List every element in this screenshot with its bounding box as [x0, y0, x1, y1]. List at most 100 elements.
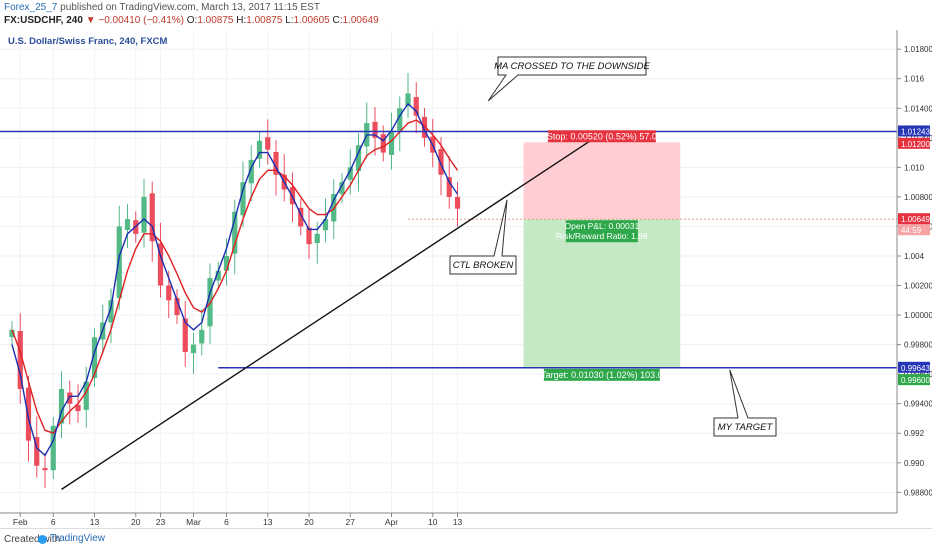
y-tick-label: 1.00200: [904, 282, 932, 291]
annotation-ma-cross[interactable]: MA CROSSED TO THE DOWNSIDE: [487, 56, 651, 102]
candle-body: [83, 381, 89, 410]
x-tick-label: 6: [224, 517, 229, 527]
pnl-label-bg: [565, 220, 638, 243]
candle-body: [75, 404, 81, 412]
candle-body: [149, 193, 155, 242]
quote-line: FX:USDCHF, 240 ▼ −0.00410 (−0.41%) O:1.0…: [4, 15, 379, 26]
y-tick-label: 0.990: [904, 459, 925, 468]
candle-body: [232, 211, 238, 254]
price-tag-bg: [898, 361, 930, 373]
candle-body: [174, 297, 180, 316]
y-tick-label: 1.004: [904, 252, 925, 261]
rr-label: Risk/Reward Ratio: 1.98: [556, 231, 648, 241]
open-value: 1.00875: [197, 15, 234, 26]
price-tag-label: 44:59: [901, 226, 922, 235]
price-chart[interactable]: Stop: 0.00520 (0.52%) 57.0 Open P&L: 0.0…: [0, 30, 932, 528]
trend-line[interactable]: [61, 129, 607, 490]
callout-bubble: [487, 56, 647, 102]
x-tick-label: 20: [131, 517, 141, 527]
x-tick-label: Apr: [385, 517, 398, 527]
target-label-bg: [543, 368, 660, 381]
x-tick-label: 13: [90, 517, 100, 527]
chart-title: U.S. Dollar/Swiss Franc, 240, FXCM: [8, 36, 168, 47]
target-label: Target: 0.01030 (1.02%) 103.0: [541, 370, 663, 380]
y-tick-label: 1.00000: [904, 311, 932, 320]
candle-body: [298, 207, 304, 227]
candle-body: [240, 182, 246, 216]
time-axis[interactable]: Feb 6 13 20 23 Mar 6 13 20 27 Apr 10 13: [13, 513, 463, 527]
ma-slow-line: [11, 119, 459, 435]
candle-body: [372, 121, 378, 138]
annotation-my-target[interactable]: MY TARGET: [713, 369, 777, 437]
x-tick-label: 23: [156, 517, 166, 527]
candle-body: [314, 233, 320, 243]
annotation-ctl-broken[interactable]: CTL BROKEN: [449, 199, 517, 275]
candle-body: [199, 329, 205, 344]
y-tick-label: 1.01400: [904, 104, 932, 113]
symbol-label: FX:USDCHF, 240: [4, 15, 83, 26]
x-tick-label: Mar: [186, 517, 201, 527]
price-axis[interactable]: 1.01800 1.016 1.01400 1.01200 1.010 1.00800 1.…: [897, 45, 932, 497]
x-tick-label: 13: [453, 517, 463, 527]
y-tick-label: 1.010: [904, 163, 925, 172]
candle-body: [446, 177, 452, 197]
callout-ctl-text: CTL BROKEN: [453, 260, 514, 271]
chart-header: Forex_25_7 published on TradingView.com,…: [0, 0, 932, 30]
candle-body: [454, 196, 461, 209]
tradingview-link[interactable]: TradingView: [50, 533, 106, 544]
callout-ma-cross-text: MA CROSSED TO THE DOWNSIDE: [494, 61, 650, 72]
callout-bubble: [713, 369, 777, 437]
grid: [0, 30, 897, 513]
price-tag-bg: [898, 125, 930, 137]
candle-body: [58, 388, 65, 424]
candle-body: [141, 196, 147, 233]
y-tick-label: 1.01800: [904, 45, 932, 54]
candle-body: [42, 468, 48, 471]
pnl-label: Open P&L: 0.00031: [565, 221, 640, 231]
x-tick-label: 20: [304, 517, 314, 527]
author-link[interactable]: Forex_25_7: [4, 2, 58, 13]
candle-body: [405, 93, 411, 106]
candle-body: [438, 149, 444, 175]
x-tick-label: Feb: [13, 517, 28, 527]
price-tag-label: 0.99643: [901, 364, 930, 373]
target-zone[interactable]: [523, 219, 681, 368]
candle-body: [413, 97, 419, 116]
y-tick-label: 0.992: [904, 429, 925, 438]
candle-body: [265, 137, 271, 150]
candle-body: [166, 285, 172, 301]
y-tick-label: 1.00800: [904, 193, 932, 202]
publish-info: Forex_25_7 published on TradingView.com,…: [4, 2, 320, 13]
candle-body: [108, 300, 114, 323]
high-value: 1.00875: [246, 15, 283, 26]
candle-body: [339, 182, 345, 194]
candle-body: [116, 226, 122, 298]
price-tag-bg: [898, 224, 930, 236]
candle-body: [17, 331, 23, 389]
candle-body: [256, 140, 263, 159]
candle-body: [421, 116, 428, 138]
candle-body: [306, 227, 312, 245]
candle-body: [34, 437, 40, 466]
y-tick-label: 0.99400: [904, 400, 932, 409]
y-tick-label: 1.016: [904, 75, 925, 84]
candle-body: [397, 108, 403, 131]
candle-body: [182, 318, 188, 352]
price-tags: 1.01243 1.01200 1.00649 44:59 0.99643 0.99600: [898, 125, 930, 386]
price-tag-label: 1.01243: [901, 127, 930, 136]
change-value: ▼ −0.00410 (−0.41%): [85, 15, 184, 26]
ohlc-values: O:1.00875 H:1.00875 L:1.00605 C:1.00649: [186, 15, 379, 26]
candle-body: [215, 270, 221, 281]
price-tag-bg: [898, 374, 930, 386]
candle-body: [322, 219, 329, 231]
price-tag-label: 1.01200: [901, 140, 930, 149]
callout-target-text: MY TARGET: [718, 422, 774, 433]
footer: Created with TradingView: [0, 528, 932, 551]
low-value: 1.00605: [293, 15, 330, 26]
stop-label-box: Stop: 0.00520 (0.52%) 57.0: [547, 130, 657, 143]
candle-body: [248, 159, 254, 184]
candle-body: [388, 130, 395, 155]
pnl-label-box: Open P&L: 0.00031 Risk/Reward Ratio: 1.9…: [556, 220, 648, 243]
callout-bubble: [449, 199, 517, 275]
stop-loss-zone[interactable]: [523, 142, 681, 220]
